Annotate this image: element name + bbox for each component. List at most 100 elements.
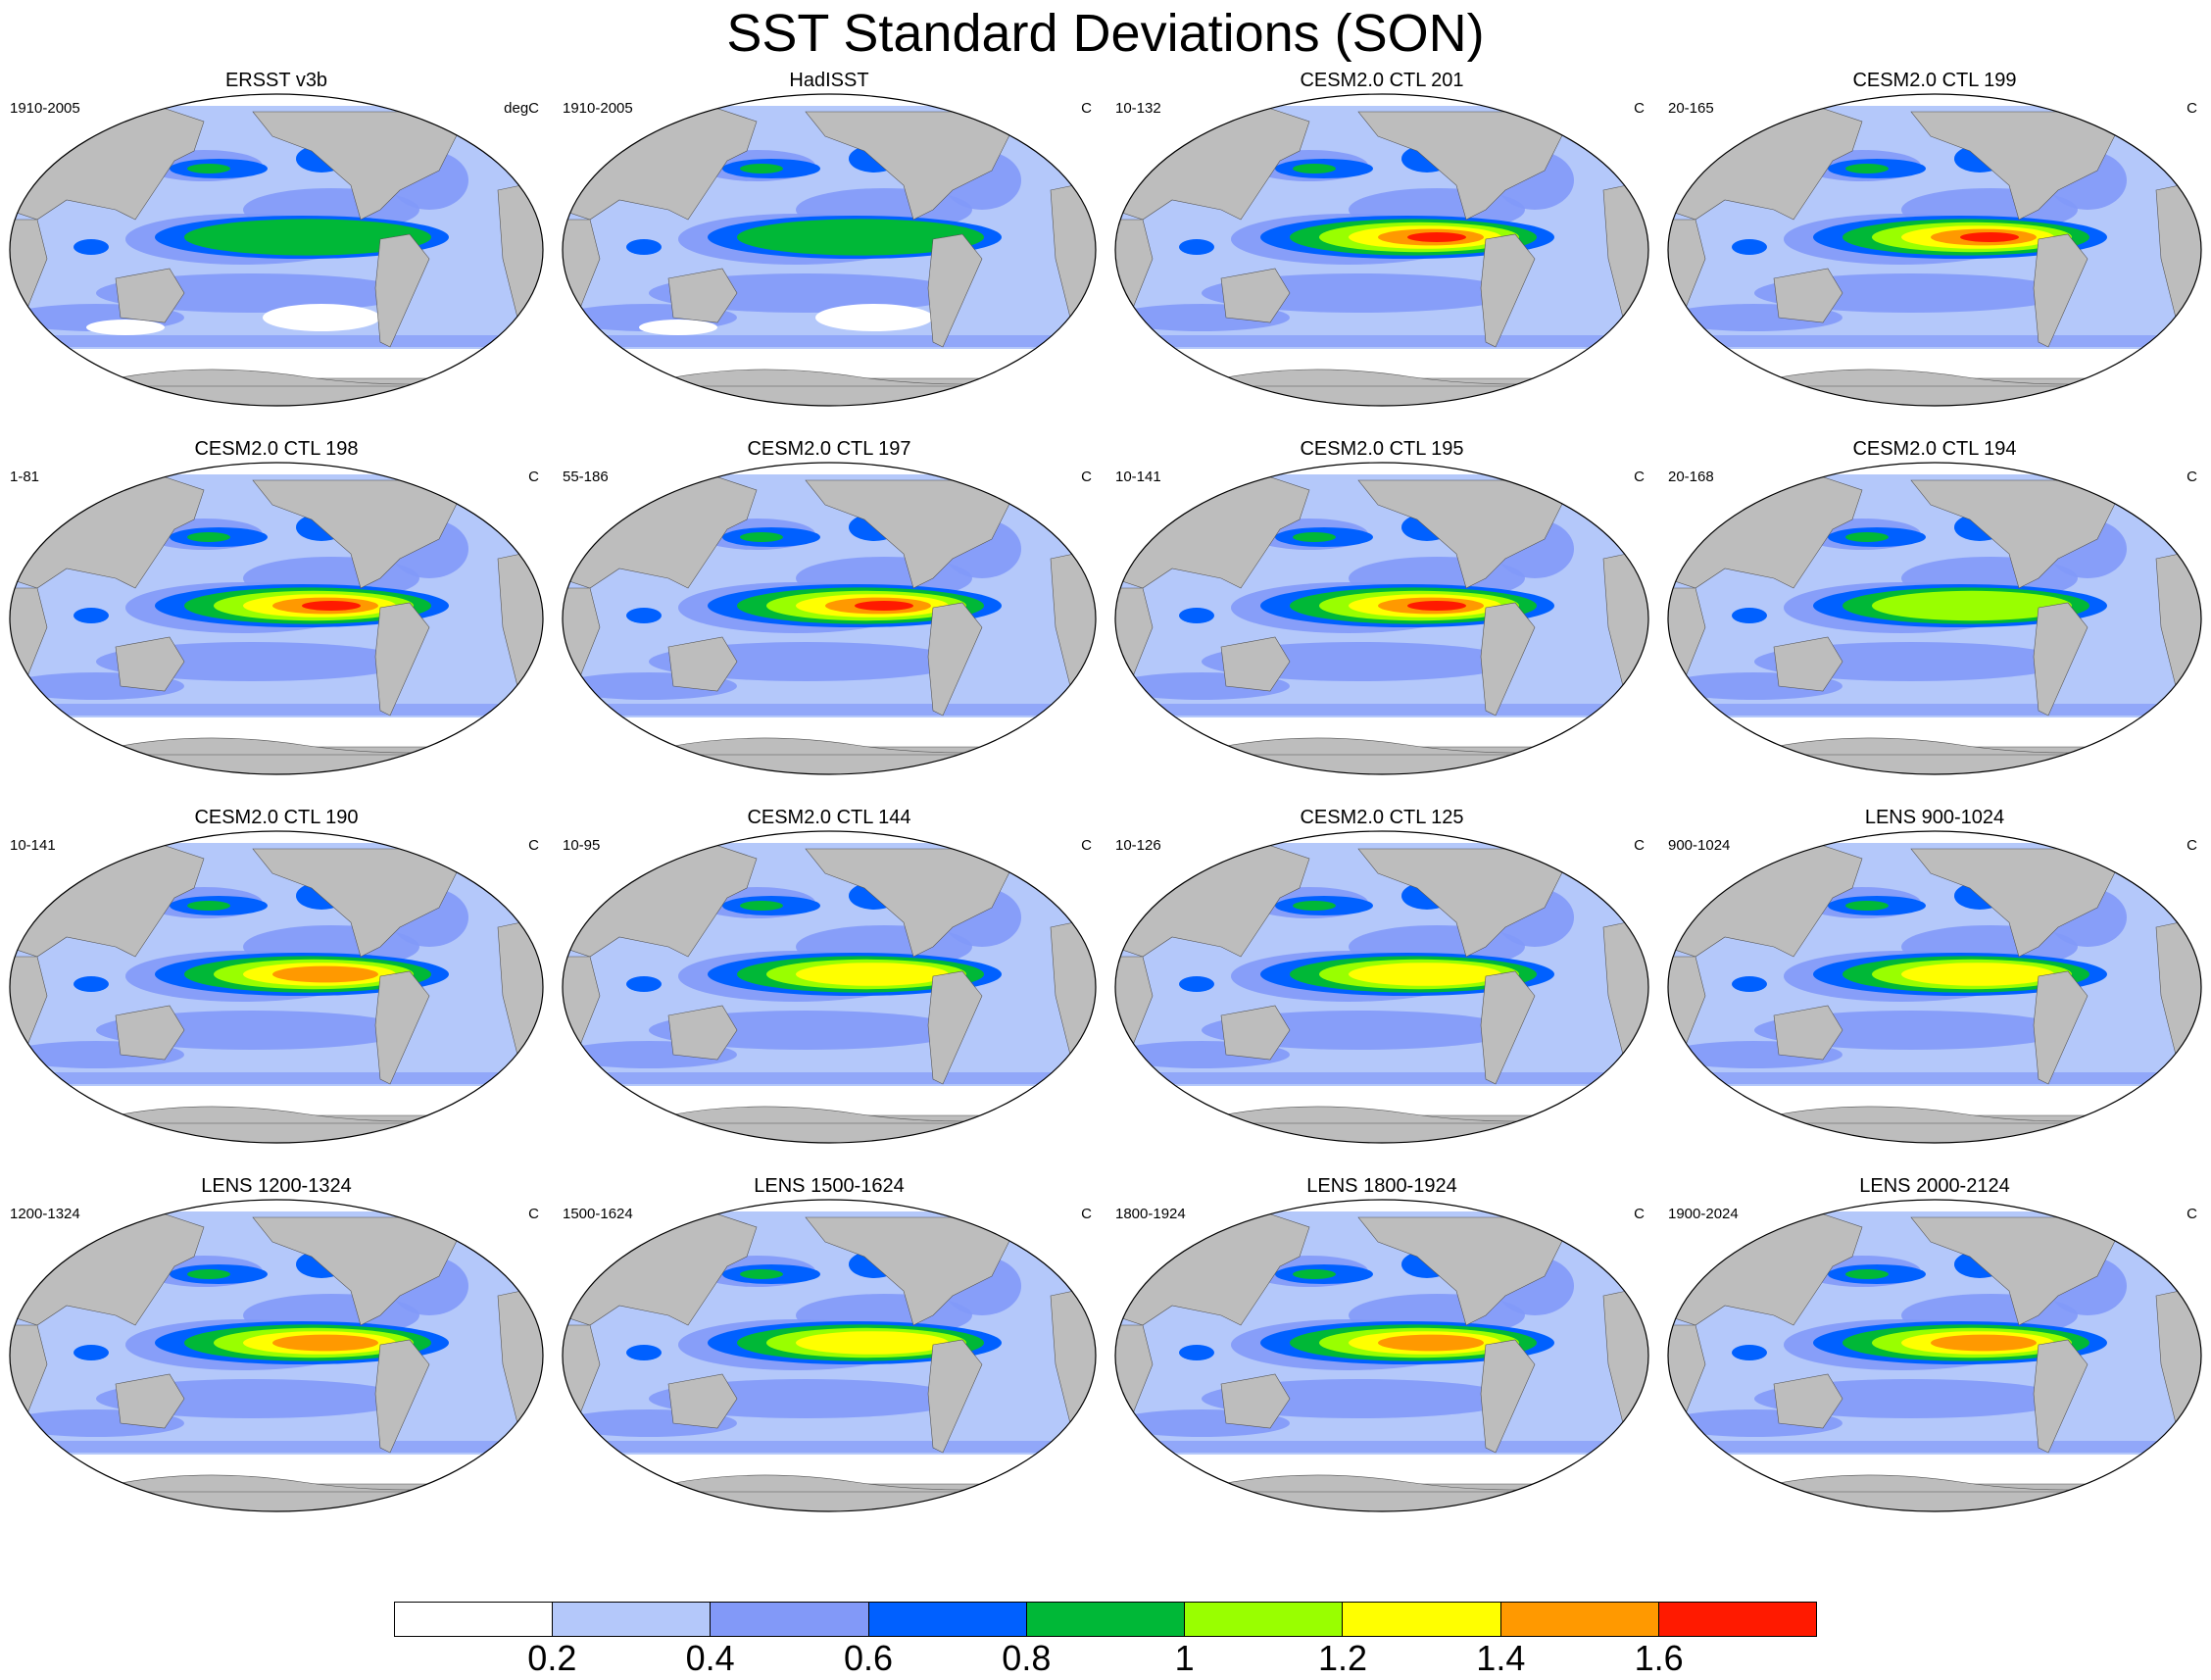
panel-title: CESM2.0 CTL 190 xyxy=(194,807,359,828)
panel-title: CESM2.0 CTL 199 xyxy=(1852,70,2017,91)
world-map xyxy=(1667,462,2202,775)
colorbar-label: 1.4 xyxy=(1476,1638,1526,1678)
panel-units: C xyxy=(1634,837,1645,854)
panel-period: 20-165 xyxy=(1668,100,1714,117)
colorbar-box xyxy=(1185,1603,1344,1636)
panel-units: degC xyxy=(504,100,539,117)
colorbar-label: 0.2 xyxy=(527,1638,577,1678)
world-map xyxy=(9,1199,544,1512)
colorbar-label: 1 xyxy=(1174,1638,1195,1678)
map-panel: CESM2.0 CTL 201 10-132 C xyxy=(1106,0,1658,407)
world-map xyxy=(9,93,544,407)
colorbar-label: 1.2 xyxy=(1317,1638,1368,1678)
panel-title: LENS 1500-1624 xyxy=(754,1175,905,1197)
map-panel: LENS 1500-1624 1500-1624 C xyxy=(553,1084,1106,1512)
colorbar-label: 1.6 xyxy=(1634,1638,1684,1678)
map-panel: LENS 2000-2124 1900-2024 C xyxy=(1658,1084,2211,1512)
panel-title: CESM2.0 CTL 144 xyxy=(747,807,911,828)
world-map xyxy=(562,830,1097,1144)
panel-units: C xyxy=(1081,1206,1092,1222)
panel-period: 1500-1624 xyxy=(563,1206,633,1222)
panel-period: 1910-2005 xyxy=(10,100,80,117)
map-panel: ERSST v3b 1910-2005 degC xyxy=(0,0,553,407)
panel-units: C xyxy=(1081,837,1092,854)
panel-title: CESM2.0 CTL 198 xyxy=(194,438,359,460)
panel-units: C xyxy=(1634,469,1645,485)
world-map xyxy=(1114,462,1649,775)
panel-period: 1200-1324 xyxy=(10,1206,80,1222)
colorbar-box xyxy=(1658,1603,1816,1636)
panel-period: 1900-2024 xyxy=(1668,1206,1739,1222)
panel-units: C xyxy=(528,469,539,485)
colorbar-labels: 0.2 0.4 0.6 0.8 1 1.2 1.4 1.6 xyxy=(394,1639,1817,1680)
panel-units: C xyxy=(2186,469,2197,485)
panel-title: CESM2.0 CTL 195 xyxy=(1300,438,1464,460)
panel-period: 1-81 xyxy=(10,469,40,485)
colorbar-box xyxy=(1343,1603,1501,1636)
world-map xyxy=(1114,1199,1649,1512)
panel-units: C xyxy=(2186,837,2197,854)
map-panel: CESM2.0 CTL 195 10-141 C xyxy=(1106,347,1658,775)
panel-title: LENS 2000-2124 xyxy=(1859,1175,2010,1197)
map-panel: CESM2.0 CTL 199 20-165 C xyxy=(1658,0,2211,407)
map-panel: LENS 1200-1324 1200-1324 C xyxy=(0,1084,553,1512)
panel-units: C xyxy=(1634,100,1645,117)
colorbar-label: 0.4 xyxy=(685,1638,735,1678)
panel-title: LENS 1800-1924 xyxy=(1306,1175,1457,1197)
panel-title: CESM2.0 CTL 194 xyxy=(1852,438,2017,460)
colorbar-label: 0.8 xyxy=(1002,1638,1052,1678)
panel-period: 55-186 xyxy=(563,469,609,485)
colorbar-box xyxy=(1026,1603,1186,1636)
panel-units: C xyxy=(1634,1206,1645,1222)
panel-units: C xyxy=(2186,100,2197,117)
world-map xyxy=(1114,830,1649,1144)
panel-period: 900-1024 xyxy=(1668,837,1731,854)
panel-period: 10-141 xyxy=(1115,469,1161,485)
map-panel: LENS 1800-1924 1800-1924 C xyxy=(1106,1084,1658,1512)
world-map xyxy=(562,93,1097,407)
panel-title: HadISST xyxy=(789,70,869,91)
colorbar-box xyxy=(711,1603,869,1636)
panel-units: C xyxy=(528,1206,539,1222)
map-panel: CESM2.0 CTL 194 20-168 C xyxy=(1658,347,2211,775)
world-map xyxy=(9,830,544,1144)
world-map xyxy=(1667,1199,2202,1512)
map-panel: CESM2.0 CTL 125 10-126 C xyxy=(1106,716,1658,1144)
map-panel: HadISST 1910-2005 C xyxy=(553,0,1106,407)
world-map xyxy=(562,462,1097,775)
panel-title: CESM2.0 CTL 197 xyxy=(747,438,911,460)
panel-period: 1910-2005 xyxy=(563,100,633,117)
colorbar-box xyxy=(1500,1603,1659,1636)
figure-title: SST Standard Deviations (SON) xyxy=(726,4,1485,63)
world-map xyxy=(562,1199,1097,1512)
panel-period: 20-168 xyxy=(1668,469,1714,485)
map-panel: LENS 900-1024 900-1024 C xyxy=(1658,716,2211,1144)
panel-units: C xyxy=(1081,100,1092,117)
map-panel: CESM2.0 CTL 197 55-186 C xyxy=(553,347,1106,775)
panel-units: C xyxy=(528,837,539,854)
panel-period: 10-95 xyxy=(563,837,601,854)
panel-period: 1800-1924 xyxy=(1115,1206,1186,1222)
panel-period: 10-132 xyxy=(1115,100,1161,117)
colorbar-box xyxy=(868,1603,1027,1636)
panel-title: CESM2.0 CTL 201 xyxy=(1300,70,1464,91)
world-map xyxy=(1667,93,2202,407)
panel-title: LENS 900-1024 xyxy=(1864,807,2005,828)
map-panel: CESM2.0 CTL 198 1-81 C xyxy=(0,347,553,775)
colorbar-box xyxy=(553,1603,712,1636)
colorbar-label: 0.6 xyxy=(843,1638,894,1678)
panel-units: C xyxy=(2186,1206,2197,1222)
colorbar-box xyxy=(395,1603,554,1636)
map-panel: CESM2.0 CTL 190 10-141 C xyxy=(0,716,553,1144)
panel-title: LENS 1200-1324 xyxy=(201,1175,352,1197)
colorbar xyxy=(394,1602,1817,1637)
world-map xyxy=(1667,830,2202,1144)
panel-title: CESM2.0 CTL 125 xyxy=(1300,807,1464,828)
panel-period: 10-141 xyxy=(10,837,56,854)
panel-title: ERSST v3b xyxy=(224,70,328,91)
panel-period: 10-126 xyxy=(1115,837,1161,854)
world-map xyxy=(9,462,544,775)
map-panel: CESM2.0 CTL 144 10-95 C xyxy=(553,716,1106,1144)
panel-units: C xyxy=(1081,469,1092,485)
